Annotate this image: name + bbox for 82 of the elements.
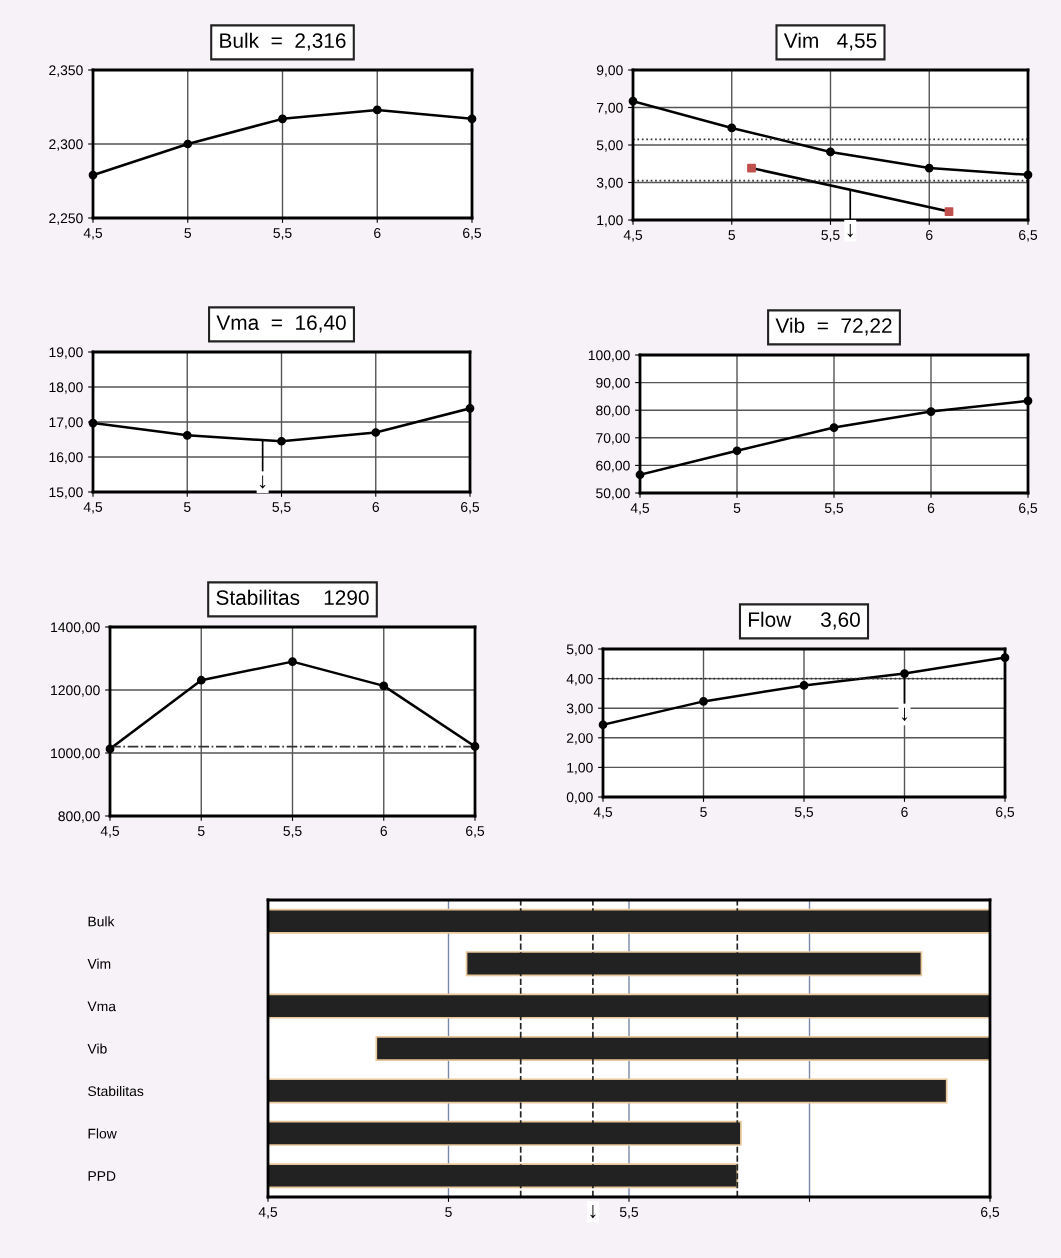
x-tick-label: 5 bbox=[183, 502, 191, 512]
x-tick-label: 4,5 bbox=[258, 1207, 278, 1219]
y-tick-label: 800,00 bbox=[58, 811, 100, 823]
x-tick-label: 6 bbox=[926, 230, 933, 240]
y-tick-label: 18,00 bbox=[49, 382, 83, 394]
x-tick-label: 6,5 bbox=[461, 502, 480, 514]
chart-title: Vma = 16,40 bbox=[216, 315, 346, 333]
y-tick-label: 7,00 bbox=[596, 102, 623, 115]
chart-title: Stabilitas 1290 bbox=[216, 589, 369, 605]
annotation: ↓ bbox=[901, 707, 908, 721]
x-tick-label: 5,5 bbox=[821, 230, 840, 242]
x-tick-label: 6 bbox=[901, 807, 908, 817]
x-tick-label: 5,5 bbox=[824, 503, 844, 515]
x-tick-label: 6,5 bbox=[463, 228, 482, 240]
y-tick-label: 100,00 bbox=[588, 350, 630, 362]
x-tick-label: 5,5 bbox=[273, 228, 292, 240]
y-tick-label: Stabilitas bbox=[88, 1085, 144, 1097]
point bbox=[944, 207, 954, 216]
y-tick-label: 60,00 bbox=[596, 460, 630, 473]
y-tick-label: 3,00 bbox=[596, 177, 623, 190]
y-tick-label: 0,00 bbox=[566, 792, 593, 804]
y-tick-label: 70,00 bbox=[596, 433, 630, 445]
y-tick-label: 16,00 bbox=[49, 452, 83, 464]
y-tick-label: 2,300 bbox=[49, 139, 83, 151]
x-tick-label: 5 bbox=[728, 230, 736, 240]
y-tick-label: 1400,00 bbox=[51, 622, 100, 634]
y-tick-label: Flow bbox=[88, 1128, 117, 1139]
x-tick-label: 6,5 bbox=[466, 826, 485, 838]
x-tick-label: 4,5 bbox=[593, 807, 613, 819]
y-tick-label: 2,00 bbox=[566, 733, 593, 745]
y-tick-label: 90,00 bbox=[596, 377, 630, 390]
y-tick-label: 15,00 bbox=[49, 487, 83, 499]
text: ↓ bbox=[590, 1205, 596, 1219]
chart-title: Vib = 72,22 bbox=[775, 317, 892, 336]
chart-title: Vim 4,55 bbox=[783, 32, 877, 51]
y-tick-label: 4,00 bbox=[566, 673, 593, 686]
x-tick-label: 5 bbox=[445, 1207, 452, 1217]
y-tick-label: Vim bbox=[87, 958, 111, 969]
x-tick-label: 6 bbox=[927, 503, 935, 513]
y-tick-label: Bulk bbox=[88, 916, 115, 927]
y-tick-label: 5,00 bbox=[566, 644, 593, 656]
x-tick-label: 4,5 bbox=[630, 503, 650, 515]
x-tick-label: 6,5 bbox=[996, 807, 1015, 819]
x-tick-label: 5,5 bbox=[794, 807, 814, 819]
x-tick-label: 4,5 bbox=[100, 826, 120, 838]
y-tick-label: Vma bbox=[87, 1001, 116, 1012]
x-tick-label: 6,5 bbox=[1019, 230, 1038, 242]
x-tick-label: 4,5 bbox=[83, 228, 103, 240]
x-tick-label: 5,5 bbox=[272, 502, 291, 514]
y-tick-label: 1200,00 bbox=[51, 685, 100, 697]
x-tick-label: 5,5 bbox=[283, 826, 302, 838]
x-tick-label: 5 bbox=[197, 826, 205, 836]
x-tick-label: 5 bbox=[733, 503, 741, 513]
x-tick-label: 6,5 bbox=[1019, 503, 1038, 515]
x-tick-label: 6 bbox=[374, 228, 381, 238]
y-tick-label: 2,250 bbox=[49, 213, 83, 225]
y-tick-label: PPD bbox=[88, 1171, 116, 1181]
x-tick-label: 6 bbox=[372, 502, 379, 512]
x-tick-label: 4,5 bbox=[83, 502, 103, 514]
x-tick-label: 6,5 bbox=[981, 1207, 1000, 1219]
y-tick-label: 1,00 bbox=[567, 762, 593, 775]
x-tick-label: 5 bbox=[184, 228, 192, 238]
y-tick-label: Vib bbox=[87, 1043, 107, 1054]
y-tick-label: 19,00 bbox=[49, 347, 83, 359]
x-tick-label: 6 bbox=[380, 826, 387, 836]
chart-title: Bulk = 2,316 bbox=[220, 32, 346, 51]
chart-title: Flow 3,60 bbox=[748, 611, 860, 630]
y-tick-label: 9,00 bbox=[596, 65, 623, 77]
annotation: ↓ bbox=[847, 223, 853, 238]
x-tick-label: 5 bbox=[700, 807, 707, 817]
y-tick-label: 50,00 bbox=[596, 488, 630, 500]
point bbox=[747, 163, 756, 173]
annotation: ↓ bbox=[260, 475, 266, 489]
x-tick-label: 4,5 bbox=[623, 230, 643, 242]
y-tick-label: 2,350 bbox=[49, 65, 83, 77]
y-tick-label: 3,00 bbox=[566, 703, 593, 716]
y-tick-label: 5,00 bbox=[596, 140, 623, 152]
y-tick-label: 17,00 bbox=[49, 417, 83, 429]
x-tick-label: 5,5 bbox=[619, 1207, 639, 1219]
y-tick-label: 80,00 bbox=[596, 405, 630, 418]
y-tick-label: 1000,00 bbox=[51, 748, 100, 760]
y-tick-label: 1,00 bbox=[597, 215, 623, 227]
